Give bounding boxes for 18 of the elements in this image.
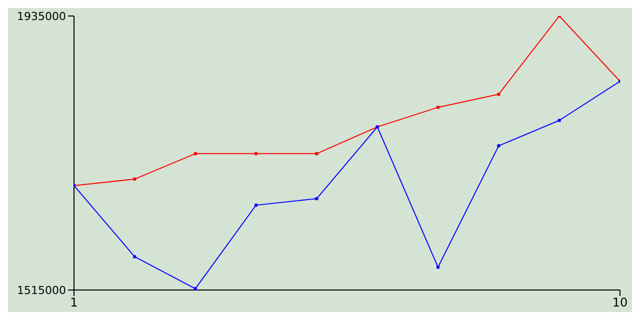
line-series — [74, 16, 620, 188]
x-tick-label: 10 — [612, 296, 628, 310]
point — [436, 266, 440, 269]
point — [315, 197, 318, 200]
y-tick-label: 1935000 — [17, 10, 66, 23]
x-tick-label: 1 — [70, 296, 78, 310]
point — [315, 152, 318, 156]
point — [194, 152, 197, 156]
point — [436, 106, 440, 109]
point — [497, 144, 500, 148]
point — [133, 178, 136, 181]
point — [194, 287, 197, 290]
point — [497, 92, 500, 96]
point — [133, 255, 136, 258]
point — [254, 152, 258, 156]
y-tick-label: 1515000 — [17, 284, 66, 297]
point — [254, 204, 258, 207]
point — [558, 118, 561, 122]
